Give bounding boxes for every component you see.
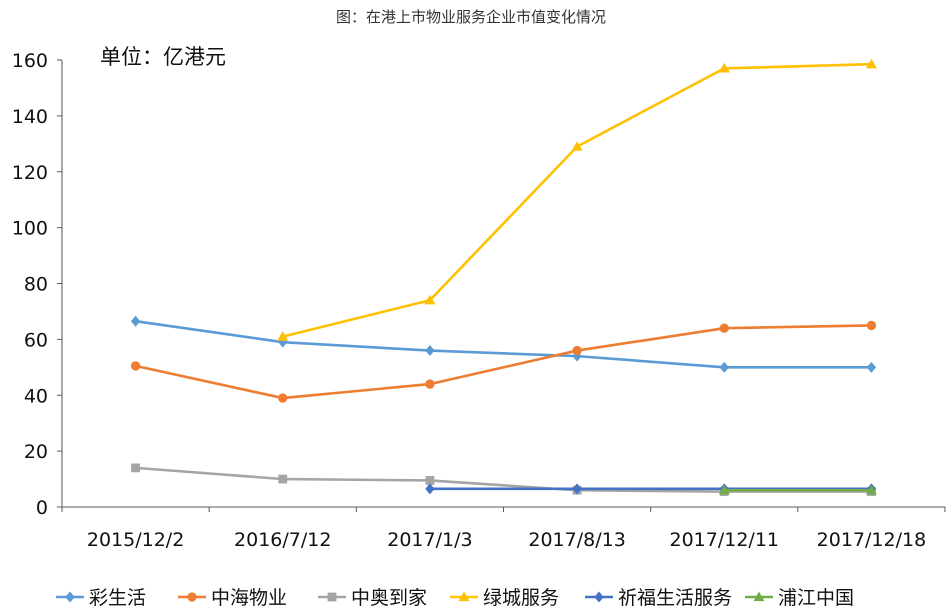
legend-marker [753,591,765,602]
data-point [131,463,140,473]
series-line [135,324,872,400]
data-point [425,476,435,485]
legend-label: 彩生活 [89,587,146,609]
data-point [130,361,141,371]
legend-label: 祈福生活服务 [618,587,732,609]
chart-title: 图：在港上市物业服务企业市值变化情况 [336,8,606,26]
data-point [718,484,730,495]
legend-marker [65,591,75,603]
x-tick-label: 2015/12/2 [87,529,184,551]
series-layer [130,58,877,497]
data-point [866,361,877,373]
legend-item: 绿城服务 [450,587,559,609]
data-point [571,141,583,151]
legend-label: 中海物业 [211,587,287,609]
data-point [719,323,729,333]
data-point [425,345,435,357]
legend-item: 中海物业 [178,587,287,609]
legend-label: 绿城服务 [483,587,559,609]
legend-item: 浦江中国 [745,587,854,609]
x-tick-label: 2016/7/12 [234,529,331,551]
y-tick-label: 40 [24,385,48,407]
data-point [278,393,288,403]
x-tick-label: 2017/12/18 [817,529,927,551]
legend-marker [458,591,470,602]
data-point [719,361,729,373]
legend-marker [594,591,604,603]
y-tick-label: 100 [12,218,48,240]
data-point [865,484,877,495]
data-point [865,58,877,69]
axes: 0 20 40 60 80 100 120 140 160 2015/12/2 2016/7/12 2… [12,50,946,551]
y-tick-label: 0 [36,497,48,519]
x-tick-label: 2017/8/13 [528,529,625,551]
y-tick-label: 140 [12,106,48,128]
data-point [572,345,582,356]
legend-marker [187,592,197,602]
series-2 [130,320,877,403]
x-tick-label: 2017/1/3 [387,529,472,551]
data-point [278,474,288,484]
legend-item: 彩生活 [56,587,146,609]
series-line [282,62,872,338]
legend-item: 祈福生活服务 [585,587,732,609]
y-tick-label: 160 [12,50,48,72]
series-1 [130,315,877,373]
y-tick-label: 20 [24,441,48,463]
legend-label: 浦江中国 [778,587,854,609]
series-4 [277,58,877,341]
data-point [718,62,730,73]
series-6 [718,484,877,495]
legend-marker [327,592,337,602]
y-tick-label: 60 [24,329,48,351]
y-tick-label: 120 [12,162,48,184]
series-line [135,319,872,369]
legend: 彩生活 中海物业 中奥到家 绿城服务 祈福生活服务 浦江中国 [56,587,854,609]
data-point [130,315,141,327]
legend-item: 中奥到家 [318,587,427,609]
legend-label: 中奥到家 [351,587,427,609]
x-tick-label: 2017/12/11 [669,529,779,551]
data-point [866,320,877,331]
unit-label: 单位：亿港元 [100,45,226,69]
data-point [425,379,435,389]
data-point [424,294,436,305]
y-tick-label: 80 [24,274,48,296]
data-point [425,483,435,495]
data-point [277,331,289,341]
series-line [135,466,872,493]
data-point [572,483,582,495]
